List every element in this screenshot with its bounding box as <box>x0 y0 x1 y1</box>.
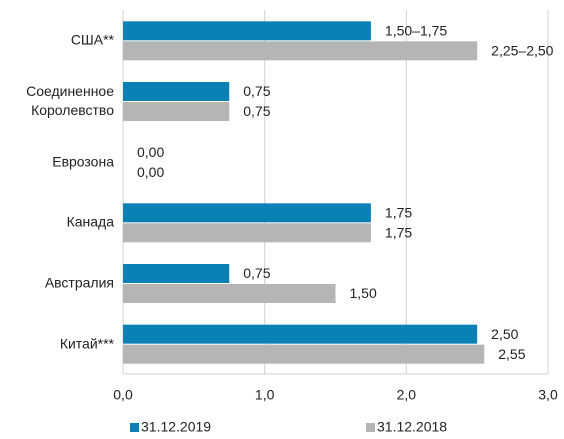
value-label: 2,55 <box>498 346 525 362</box>
category-label: США** <box>70 31 114 48</box>
x-tick-label: 1,0 <box>255 387 275 403</box>
value-label: 2,25–2,50 <box>491 43 553 59</box>
x-tick-label: 0,0 <box>113 387 133 403</box>
value-label: 2,50 <box>491 326 518 342</box>
bar <box>123 102 230 121</box>
legend-swatch <box>366 423 375 432</box>
value-label: 0,75 <box>243 265 270 281</box>
legend-label: 31.12.2018 <box>377 419 447 435</box>
bar <box>123 203 371 223</box>
bar <box>123 284 336 303</box>
value-label: 1,50 <box>350 285 377 301</box>
bar <box>123 344 485 364</box>
category-label: Еврозона <box>52 153 114 170</box>
bar <box>123 21 371 41</box>
bar <box>123 82 230 101</box>
value-label: 0,00 <box>137 164 164 180</box>
category-label: Австралия <box>44 274 114 291</box>
value-label: 0,75 <box>243 83 270 99</box>
bar <box>123 324 478 344</box>
category-label: Канада <box>66 213 114 230</box>
x-tick-label: 3,0 <box>538 387 558 403</box>
value-label: 0,75 <box>243 103 270 119</box>
category-label: Соединенное Королевство <box>26 83 114 118</box>
bar <box>123 41 478 61</box>
bar <box>123 223 371 243</box>
value-label: 1,75 <box>385 225 412 241</box>
legend-swatch <box>130 423 139 432</box>
legend-label: 31.12.2019 <box>141 419 211 435</box>
value-label: 1,50–1,75 <box>385 23 447 39</box>
value-label: 1,75 <box>385 205 412 221</box>
x-tick-label: 2,0 <box>397 387 417 403</box>
category-label: Китай*** <box>59 335 114 352</box>
bar <box>123 264 230 283</box>
value-label: 0,00 <box>137 144 164 160</box>
